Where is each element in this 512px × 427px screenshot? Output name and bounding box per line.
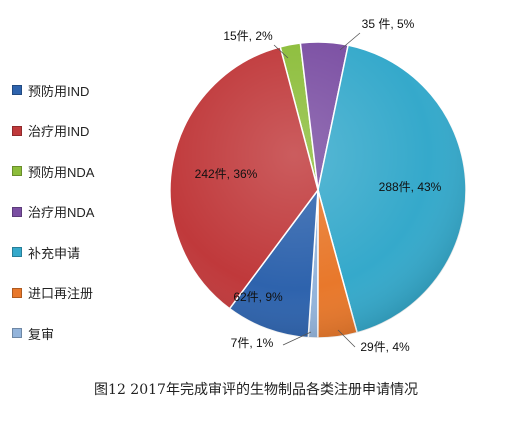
leader-line-5 (337, 329, 356, 348)
legend-label-3: 治疗用NDA (28, 205, 95, 221)
legend-item-5: 进口再注册 (12, 273, 94, 314)
legend-swatch-3 (12, 206, 22, 217)
leader-lines (273, 32, 361, 348)
slice-labels: 15件, 2% 35 件, 5% 288件, 43% 29件, 4% 7件, 1% 62件… (195, 17, 442, 354)
legend-item-6: 复审 (12, 313, 94, 354)
legend-label-4: 补充申请 (28, 245, 81, 261)
legend-item-0: 预防用IND (12, 70, 94, 111)
slice-label-4: 288件, 43% (379, 180, 442, 194)
slice-label-1: 242件, 36% (195, 167, 258, 181)
leader-line-2 (273, 44, 289, 59)
legend-item-3: 治疗用NDA (12, 192, 94, 233)
leader-line-6 (282, 331, 312, 346)
slice-label-3: 35 件, 5% (362, 17, 415, 31)
slice-label-2: 15件, 2% (223, 29, 273, 43)
slice-label-0: 62件, 9% (233, 290, 283, 304)
legend-swatch-0 (12, 85, 22, 96)
slice-label-5: 29件, 4% (360, 340, 410, 354)
legend-label-5: 进口再注册 (28, 286, 94, 302)
legend-swatch-6 (12, 328, 22, 339)
legend-item-1: 治疗用IND (12, 111, 94, 152)
slice-label-6: 7件, 1% (231, 336, 274, 350)
legend-label-1: 治疗用IND (28, 124, 90, 140)
legend-label-6: 复审 (28, 326, 55, 342)
leader-line-3 (339, 32, 361, 51)
legend: 预防用IND 治疗用IND 预防用NDA 治疗用NDA 补充申请进口再注册复审 (12, 70, 94, 354)
legend-swatch-4 (12, 247, 22, 258)
legend-item-2: 预防用NDA (12, 151, 94, 192)
legend-label-2: 预防用NDA (28, 164, 95, 180)
legend-swatch-5 (12, 287, 22, 298)
legend-item-4: 补充申请 (12, 232, 94, 273)
legend-label-0: 预防用IND (28, 83, 90, 99)
legend-swatch-2 (12, 166, 22, 177)
chart-caption: 图12 2017年完成审评的生物制品各类注册申请情况 (94, 382, 418, 398)
legend-swatch-1 (12, 125, 22, 136)
